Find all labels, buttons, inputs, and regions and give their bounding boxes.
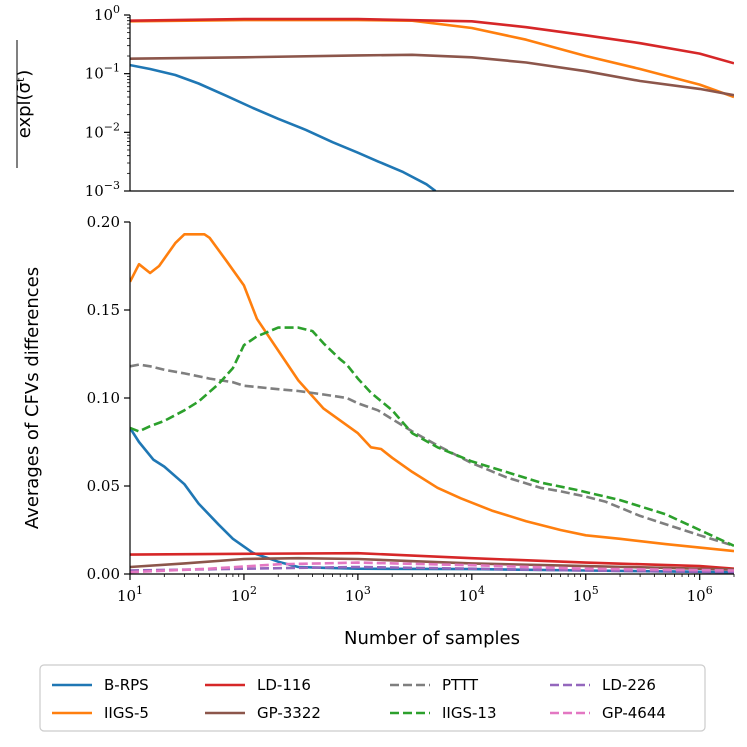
- bottom-x-tick-label: 105: [573, 584, 599, 605]
- bottom-y-tick-label: 0.15: [87, 301, 120, 319]
- legend-label: PTTT: [442, 676, 479, 694]
- legend-item-ld-226: LD-226: [550, 676, 656, 694]
- top-series-gp-3322: [130, 53, 734, 97]
- top-panel: 100 10−1 10−2 10−3 expl(σ̄ᵗ): [14, 3, 734, 200]
- top-series-ld-116: [130, 17, 734, 65]
- legend-item-ld-116: LD-116: [205, 676, 311, 694]
- legend-label: B-RPS: [104, 676, 149, 694]
- legend-label: GP-4644: [602, 704, 666, 722]
- top-y-tick-label: 10−1: [85, 62, 120, 83]
- bottom-series-iigs-13: [130, 326, 734, 547]
- legend-item-iigs-5: IIGS-5: [52, 704, 149, 722]
- bottom-x-axis-label: Number of samples: [344, 628, 520, 649]
- top-y-tick-label: 10−3: [85, 179, 120, 200]
- legend-label: LD-226: [602, 676, 656, 694]
- bottom-series-iigs-5: [130, 233, 734, 553]
- bottom-x-tick-label: 104: [459, 584, 485, 605]
- bottom-series-gp-4644: [130, 561, 734, 574]
- bottom-series-group: [130, 233, 734, 574]
- bottom-y-tick-label: 0.10: [87, 389, 120, 407]
- top-y-tick-label: 10−2: [85, 120, 120, 141]
- legend-item-pttt: PTTT: [390, 676, 479, 694]
- bottom-x-tick-label: 102: [231, 584, 257, 605]
- legend-items: B-RPS LD-116 PTTT LD-226 IIGS-5 GP-3322 IIGS-1…: [52, 676, 666, 722]
- legend-label: IIGS-13: [442, 704, 497, 722]
- bottom-x-ticks: 101 102 103 104 105 106: [117, 574, 735, 605]
- top-y-ticks: 100 10−1 10−2 10−3: [85, 3, 130, 200]
- legend-item-gp-4644: GP-4644: [550, 704, 666, 722]
- legend-item-iigs-13: IIGS-13: [390, 704, 497, 722]
- legend-item-b-rps: B-RPS: [52, 676, 149, 694]
- bottom-series-ld-116: [130, 551, 734, 570]
- legend-label: GP-3322: [257, 704, 321, 722]
- top-y-axis-label: expl(σ̄ᵗ): [14, 70, 35, 139]
- legend-label: LD-116: [257, 676, 311, 694]
- legend-label: IIGS-5: [104, 704, 149, 722]
- legend: B-RPS LD-116 PTTT LD-226 IIGS-5 GP-3322 IIGS-1…: [39, 664, 706, 732]
- bottom-x-tick-label: 106: [687, 584, 713, 605]
- bottom-y-tick-label: 0.20: [87, 213, 120, 231]
- bottom-y-axis-label: Averages of CFVs differences: [22, 267, 43, 529]
- legend-frame: [39, 664, 706, 732]
- bottom-x-tick-label: 101: [117, 584, 143, 605]
- legend-item-gp-3322: GP-3322: [205, 704, 321, 722]
- bottom-x-tick-label: 103: [345, 584, 371, 605]
- bottom-y-tick-label: 0.00: [87, 565, 120, 583]
- bottom-series-gp-3322: [130, 556, 734, 571]
- bottom-y-tick-label: 0.05: [87, 477, 120, 495]
- bottom-series-b-rps: [130, 427, 734, 574]
- top-series-group: [130, 17, 734, 191]
- bottom-series-pttt: [130, 363, 734, 548]
- top-y-tick-label: 100: [94, 3, 120, 24]
- bottom-panel: 0.000.050.100.150.20 101 102 103 104 105 106 …: [22, 213, 735, 649]
- bottom-y-ticks: 0.00 0.05 0.10 0.15 0.20: [87, 213, 130, 583]
- top-series-b-rps: [130, 63, 437, 191]
